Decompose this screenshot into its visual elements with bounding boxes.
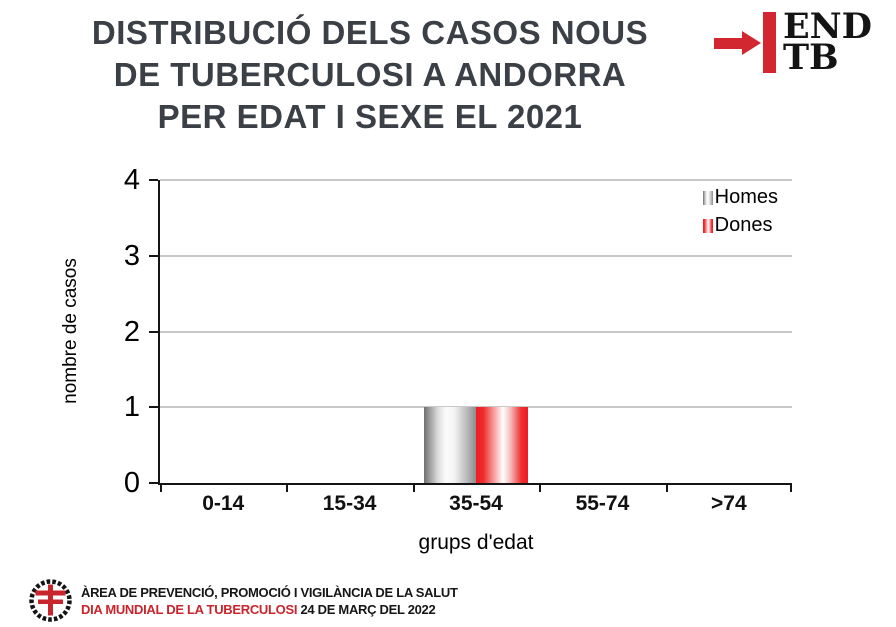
page-title: DISTRIBUCIÓ DELS CASOS NOUS DE TUBERCULO… [8, 12, 732, 138]
footer-line-1: ÀREA DE PREVENCIÓ, PROMOCIÓ I VIGILÀNCIA… [81, 584, 458, 600]
x-axis-tick [665, 485, 668, 492]
x-axis-tick [160, 485, 162, 492]
x-category-label-55-74: 55-74 [575, 492, 630, 515]
end-tb-logo-text-end: END [783, 6, 873, 47]
legend-label-dones: Dones [714, 214, 773, 236]
legend-item-homes: Homes [702, 186, 778, 208]
end-tb-logo-text-tb: TB [783, 37, 839, 78]
y-axis-tick-label: 3 [123, 239, 140, 272]
y-axis-tick-label: 4 [123, 164, 140, 196]
bar-dones-35-54 [476, 407, 528, 483]
plot-area: Homes Dones [158, 179, 792, 492]
gridline-2 [160, 330, 792, 333]
legend-label-homes: Homes [714, 186, 778, 208]
x-axis-tick [790, 485, 792, 492]
gridline-3 [160, 254, 792, 257]
y-axis-tick [149, 330, 158, 333]
x-axis-title: grups d'edat [418, 531, 534, 554]
end-tb-arrow-icon [714, 31, 761, 55]
footer: ÀREA DE PREVENCIÓ, PROMOCIÓ I VIGILÀNCIA… [27, 577, 458, 624]
x-category-label-35-54: 35-54 [449, 492, 503, 515]
y-axis-tick-label: 0 [123, 467, 140, 499]
x-axis-tick [412, 485, 415, 492]
x-category-label->74: >74 [711, 492, 747, 515]
y-axis-tick [149, 406, 158, 409]
x-category-label-0-14: 0-14 [202, 492, 245, 515]
footer-text: ÀREA DE PREVENCIÓ, PROMOCIÓ I VIGILÀNCIA… [81, 584, 458, 618]
x-axis-labels: 0-14 15-34 35-54 55-74 >74 [160, 492, 792, 516]
legend-item-dones: Dones [702, 214, 778, 236]
end-tb-logo: END TB [714, 9, 872, 76]
page-title-line-3: PER EDAT I SEXE EL 2021 [157, 98, 583, 135]
page-title-line-1: DISTRIBUCIÓ DELS CASOS NOUS [91, 14, 649, 51]
footer-line-2: DIA MUNDIAL DE LA TUBERCULOSI 24 DE MARÇ… [81, 601, 458, 618]
tb-cross-logo-icon [29, 579, 72, 622]
bar-homes-35-54 [424, 407, 476, 483]
y-axis-tick-label: 1 [123, 391, 140, 424]
y-axis-tick [149, 254, 158, 257]
end-tb-logo-bar [763, 12, 776, 73]
y-axis-tick [149, 482, 158, 484]
y-axis-tick-label: 2 [123, 315, 140, 348]
legend: Homes Dones [702, 186, 778, 243]
y-axis-title: nombre de casos [60, 258, 81, 404]
legend-marker-dones-icon [702, 218, 713, 233]
x-axis-tick [539, 485, 542, 492]
legend-marker-homes-icon [702, 190, 713, 205]
footer-line-2-black: 24 DE MARÇ DEL 2022 [300, 601, 436, 617]
page-title-line-2: DE TUBERCULOSI A ANDORRA [113, 56, 627, 93]
gridline-4 [160, 179, 792, 181]
y-axis: 0 1 2 3 4 [90, 166, 158, 498]
x-category-label-15-34: 15-34 [322, 492, 377, 515]
y-axis-tick [149, 179, 158, 181]
footer-line-2-red: DIA MUNDIAL DE LA TUBERCULOSI [81, 601, 298, 617]
end-tb-logo-text: END TB [783, 6, 873, 78]
x-axis-tick [286, 485, 289, 492]
